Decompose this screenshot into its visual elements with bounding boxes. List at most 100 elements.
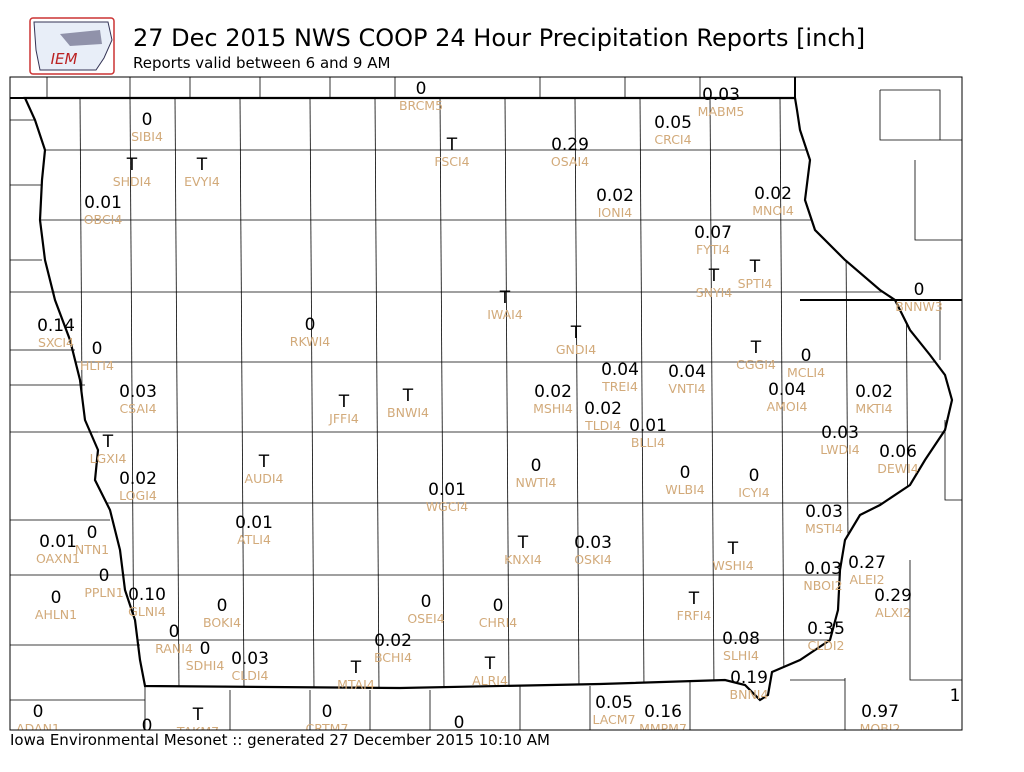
station-value: 0 [200, 639, 211, 659]
station-id: BOKI4 [203, 615, 241, 630]
station-id: CRTM7 [306, 721, 349, 736]
station-value: T [402, 386, 414, 406]
station-value: 0.14 [37, 316, 75, 336]
station-value: 0.04 [768, 380, 806, 400]
station-value: 0 [749, 466, 760, 486]
station-id: MMPM7 [639, 721, 687, 736]
station-value: 0 [87, 523, 98, 543]
county-line [309, 98, 315, 691]
station-id: MSTI4 [805, 521, 843, 536]
station-id: NTN1 [75, 542, 109, 557]
station-id: CRCI4 [654, 132, 691, 147]
station-value: 0 [322, 702, 333, 722]
station-value: 1 [950, 686, 961, 706]
station-id: BNNW3 [895, 299, 943, 314]
county-line [574, 98, 580, 691]
station-value: T [446, 135, 458, 155]
station-value: 0.03 [574, 533, 612, 553]
station-id: RKWI4 [290, 334, 330, 349]
station-value: 0.01 [84, 193, 122, 213]
station-id: ADAN1 [16, 721, 60, 736]
logo-text: IEM [51, 50, 78, 68]
station-id: OAXN1 [36, 551, 80, 566]
station-id: AMOI4 [767, 399, 808, 414]
station-id: WLBI4 [665, 482, 705, 497]
station-value: 0 [142, 110, 153, 130]
county-line [504, 98, 510, 691]
station-value: T [570, 323, 582, 343]
station-id: AUDI4 [245, 471, 284, 486]
station-value: T [126, 155, 138, 175]
station-value: 0.02 [855, 382, 893, 402]
station-value: 0 [493, 596, 504, 616]
station-id: FYTI4 [696, 242, 730, 257]
station-value: T [499, 288, 511, 308]
station-value: 0.29 [874, 586, 912, 606]
station-id: ALRI4 [472, 673, 508, 688]
station-value: 0 [454, 713, 465, 733]
station-id: PPLN1 [84, 585, 123, 600]
station-value: 0.02 [534, 382, 572, 402]
station-id: TLDI4 [584, 418, 621, 433]
station-value: T [708, 266, 720, 286]
station-value: 0.04 [601, 360, 639, 380]
station-value: 0 [801, 346, 812, 366]
station-value: 0.07 [694, 223, 732, 243]
county-line [844, 98, 850, 691]
station-value: 0.03 [805, 502, 843, 522]
station-id: OSKI4 [574, 552, 612, 567]
station-value: 0.03 [821, 423, 859, 443]
county-line [439, 98, 445, 691]
station-value: T [688, 589, 700, 609]
station-value: T [258, 452, 270, 472]
station-id: GNDI4 [556, 342, 596, 357]
station-value: 0 [416, 79, 427, 99]
station-id: MNOI4 [752, 203, 794, 218]
station-value: 0.01 [235, 513, 273, 533]
station-value: T [338, 392, 350, 412]
station-id: OSAI4 [551, 154, 589, 169]
station-id: GLNI4 [128, 604, 166, 619]
station-value: T [102, 432, 114, 452]
station-id: SNYI4 [696, 285, 733, 300]
station-value: 0 [421, 592, 432, 612]
station-id: MABM5 [698, 104, 745, 119]
station-id: MOBI2 [860, 721, 901, 736]
logo: IEM [29, 17, 115, 75]
station-id: VNTI4 [668, 381, 705, 396]
station-id: MSHI4 [533, 401, 573, 416]
county-line [239, 98, 245, 691]
station-id: WSHI4 [712, 558, 753, 573]
station-value: 0.05 [595, 693, 633, 713]
county-line [709, 98, 715, 691]
state-borders [10, 77, 962, 301]
station-id: MTAI4 [337, 677, 375, 692]
station-id: LGXI4 [90, 451, 127, 466]
station-value: T [484, 654, 496, 674]
station-value: 0 [99, 566, 110, 586]
station-id: SHDI4 [113, 174, 152, 189]
station-value: 0.35 [807, 619, 845, 639]
station-id: SIBI4 [131, 129, 163, 144]
station-id: WGCI4 [426, 499, 468, 514]
station-value: 0.19 [730, 668, 768, 688]
station-id: FSCI4 [434, 154, 469, 169]
station-value: T [192, 705, 204, 725]
subtitle: Reports valid between 6 and 9 AM [133, 54, 390, 72]
station-value: T [750, 338, 762, 358]
station-id: IWAI4 [487, 307, 523, 322]
station-value: 0 [914, 280, 925, 300]
station-value: T [727, 539, 739, 559]
station-value: 0 [92, 339, 103, 359]
station-value: 0.01 [629, 416, 667, 436]
station-value: 0.02 [374, 631, 412, 651]
station-id: DEWI4 [877, 461, 919, 476]
station-value: T [749, 257, 761, 277]
station-id: SLHI4 [723, 648, 759, 663]
station-id: OSEI4 [407, 611, 444, 626]
station-value: 0.08 [722, 629, 760, 649]
station-id: BNWI4 [387, 405, 429, 420]
station-value: 0 [33, 702, 44, 722]
